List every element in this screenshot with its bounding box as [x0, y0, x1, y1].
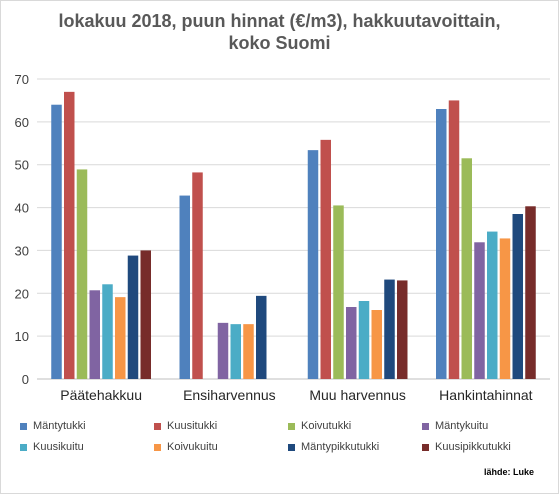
- legend-item: Kuusitukki: [154, 420, 288, 432]
- legend-item: Mäntypikkutukki: [288, 441, 422, 453]
- bar-mäntytukki-3: [436, 109, 447, 379]
- x-category-label: Muu harvennus: [309, 387, 406, 403]
- chart-title-line-2: koko Suomi: [228, 33, 331, 53]
- bar-mäntypikkutukki-0: [127, 255, 139, 379]
- bar-chart: 0 10 20 30 40 50 60 70 Päätehakkuu Ensiharvennus M…: [15, 72, 550, 403]
- legend-label: Kuusipikkutukki: [435, 441, 511, 453]
- bar-mäntykuitu-2: [346, 307, 357, 379]
- y-tick-label: 20: [15, 286, 29, 301]
- y-tick-label: 50: [15, 158, 29, 173]
- legend-item: Mäntytukki: [20, 420, 154, 432]
- legend-label: Koivukuitu: [167, 441, 218, 453]
- legend-item: Kuusikuitu: [20, 441, 154, 453]
- bar-mäntytukki-0: [51, 104, 62, 379]
- y-tick-label: 70: [15, 72, 29, 87]
- chart-title: lokakuu 2018, puun hinnat (€/m3), hakkuu…: [0, 10, 559, 54]
- bar-koivutukki-0: [76, 169, 88, 379]
- legend-swatch: [422, 422, 429, 430]
- x-category-label: Ensiharvennus: [183, 387, 276, 403]
- bar-mäntypikkutukki-2: [384, 279, 395, 379]
- bar-mäntykuitu-0: [89, 290, 100, 379]
- chart-legend: Mäntytukki Kuusitukki Koivutukki Mäntykuitu…: [20, 420, 550, 453]
- bar-mäntypikkutukki-3: [512, 214, 523, 379]
- bar-koivukuitu-0: [115, 297, 126, 379]
- bar-koivukuitu-3: [499, 238, 511, 379]
- y-tick-label: 40: [15, 201, 29, 216]
- bar-mäntykuitu-3: [474, 242, 485, 379]
- bar-kuusipikkutukki-0: [140, 250, 151, 379]
- y-tick-label: 0: [22, 372, 29, 387]
- legend-label: Mäntypikkutukki: [301, 441, 380, 453]
- legend-label: Kuusitukki: [167, 420, 218, 432]
- bar-koivutukki-3: [461, 158, 472, 379]
- bar-kuusitukki-0: [64, 91, 75, 379]
- legend-swatch: [20, 422, 27, 430]
- legend-swatch: [20, 443, 27, 451]
- legend-swatch: [288, 422, 295, 430]
- y-tick-label: 30: [15, 243, 29, 258]
- legend-item: Kuusipikkutukki: [422, 441, 550, 453]
- legend-item: Mäntykuitu: [422, 420, 550, 432]
- legend-swatch: [154, 443, 161, 451]
- bar-kuusitukki-1: [192, 172, 203, 379]
- legend-label: Mäntytukki: [33, 420, 86, 432]
- bar-mäntypikkutukki-1: [256, 295, 267, 379]
- legend-label: Koivutukki: [301, 420, 352, 432]
- legend-swatch: [288, 443, 295, 451]
- bar-mäntytukki-1: [179, 195, 190, 379]
- bar-koivukuitu-2: [371, 310, 382, 379]
- chart-title-line-1: lokakuu 2018, puun hinnat (€/m3), hakkuu…: [58, 11, 501, 31]
- bar-mäntykuitu-1: [217, 322, 229, 379]
- bar-kuusitukki-3: [448, 100, 460, 379]
- bar-kuusikuitu-3: [487, 231, 498, 379]
- bar-kuusikuitu-1: [230, 324, 241, 379]
- legend-label: Kuusikuitu: [33, 441, 84, 453]
- bar-kuusitukki-2: [320, 139, 331, 379]
- legend-swatch: [422, 443, 429, 451]
- legend-swatch: [154, 422, 161, 430]
- x-category-label: Hankintahinnat: [439, 387, 533, 403]
- source-note: lähde: Luke: [483, 467, 534, 477]
- bar-mäntytukki-2: [307, 150, 319, 379]
- x-category-label: Päätehakkuu: [60, 387, 142, 403]
- y-tick-label: 60: [15, 115, 29, 130]
- legend-label: Mäntykuitu: [435, 420, 489, 432]
- bar-kuusikuitu-0: [102, 284, 113, 379]
- bar-kuusipikkutukki-2: [397, 280, 408, 379]
- legend-item: Koivukuitu: [154, 441, 288, 453]
- bar-kuusipikkutukki-3: [525, 206, 536, 379]
- bar-koivukuitu-1: [243, 324, 254, 379]
- y-tick-label: 10: [15, 329, 29, 344]
- bar-kuusikuitu-2: [358, 301, 370, 379]
- legend-item: Koivutukki: [288, 420, 422, 432]
- bar-koivutukki-2: [333, 205, 344, 379]
